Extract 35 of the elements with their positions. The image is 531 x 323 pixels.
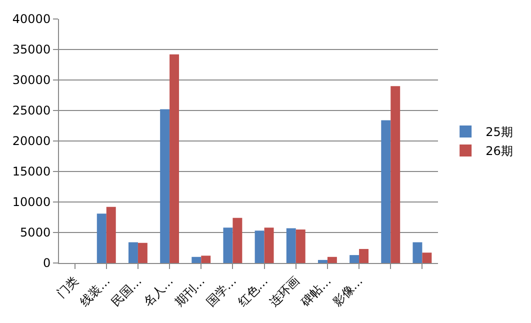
bar — [223, 228, 233, 263]
bar — [381, 120, 391, 263]
y-tick-label: 35000 — [12, 42, 51, 57]
y-tick-label: 30000 — [12, 73, 51, 88]
bar — [170, 54, 180, 263]
bar — [160, 109, 170, 263]
bar — [412, 242, 422, 263]
bar — [422, 252, 432, 263]
y-tick-label: 5000 — [20, 226, 51, 240]
y-tick-label: 0 — [42, 256, 51, 270]
legend-label: 25期 — [486, 125, 513, 140]
bar — [106, 206, 116, 263]
bar — [390, 86, 400, 263]
y-tick-label: 40000 — [12, 12, 51, 26]
bar — [201, 256, 211, 263]
bar — [264, 228, 274, 263]
bar — [232, 218, 242, 263]
y-tick-label: 10000 — [12, 195, 51, 210]
bar — [327, 256, 337, 263]
y-tick-label: 15000 — [12, 164, 51, 179]
bar — [286, 228, 296, 263]
bar — [96, 214, 106, 263]
bar — [138, 242, 148, 263]
legend-label: 26期 — [486, 144, 513, 158]
x-tick-label: 门类 — [54, 274, 82, 301]
bar — [350, 255, 360, 263]
bar — [359, 248, 369, 263]
bar — [318, 260, 328, 263]
bar — [296, 229, 306, 263]
bar — [192, 256, 202, 263]
bar — [254, 230, 264, 263]
y-tick-label: 25000 — [12, 104, 51, 118]
x-tick-label: 影像… — [330, 274, 366, 310]
y-tick-label: 20000 — [12, 134, 51, 148]
bar — [128, 242, 138, 263]
